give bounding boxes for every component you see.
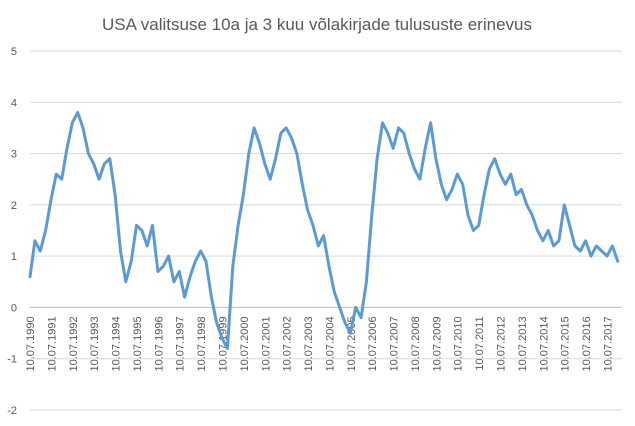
x-tick-label: 10.07.2014 [538,316,550,371]
x-tick-label: 10.07.1997 [175,316,187,371]
x-tick-label: 10.07.2015 [560,316,572,371]
x-tick-label: 10.07.2006 [367,316,379,371]
x-tick-label: 10.07.2016 [581,316,593,371]
x-tick-label: 10.07.1994 [111,316,123,371]
x-tick-label: 10.07.2017 [602,316,614,371]
x-tick-label: 10.07.2013 [517,316,529,371]
x-tick-label: 10.07.1992 [68,316,80,371]
series-line-0 [28,111,620,350]
y-tick-label: 4 [11,97,17,109]
x-axis: 10.07.1990 10.07.1991 10.07.1992 10.07.1993… [25,316,614,371]
gridlines [30,50,622,411]
y-axis: -2 -1 0 1 2 3 4 5 [7,46,17,417]
y-tick-label: 3 [11,149,17,161]
x-tick-label: 10.07.1993 [89,316,101,371]
x-tick-label: 10.07.2000 [239,316,251,371]
y-tick-label: 1 [11,251,17,263]
y-tick-label: 5 [11,46,17,58]
chart-title: USA valitsuse 10a ja 3 kuu võlakirjade t… [102,15,532,34]
x-tick-label: 10.07.1991 [46,316,58,371]
y-tick-label: -1 [7,354,17,366]
x-tick-label: 10.07.2012 [496,316,508,371]
x-tick-label: 10.07.2010 [453,316,465,371]
x-tick-label: 10.07.1996 [153,316,165,371]
x-tick-label: 10.07.2009 [431,316,443,371]
x-tick-label: 10.07.1998 [196,316,208,371]
x-tick-label: 10.07.2003 [303,316,315,371]
y-tick-label: 0 [11,302,17,314]
x-tick-label: 10.07.2001 [260,316,272,371]
y-tick-label: 2 [11,200,17,212]
x-tick-label: 10.07.2007 [389,316,401,371]
x-tick-label: 10.07.2004 [324,316,336,371]
x-tick-label: 10.07.1995 [132,316,144,371]
x-tick-label: 10.07.1990 [25,316,37,371]
x-tick-label: 10.07.2008 [410,316,422,371]
x-tick-label: 10.07.2002 [282,316,294,371]
y-tick-label: -2 [7,405,17,417]
x-tick-label: 10.07.2011 [474,316,486,370]
series-layer [28,111,620,350]
